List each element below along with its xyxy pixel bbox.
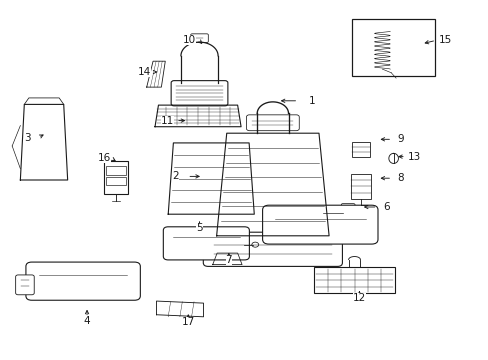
- Text: 3: 3: [24, 132, 31, 143]
- Text: 1: 1: [308, 96, 315, 106]
- Text: 14: 14: [137, 67, 151, 77]
- Text: 13: 13: [407, 152, 421, 162]
- Bar: [351, 19, 434, 76]
- FancyBboxPatch shape: [262, 205, 377, 244]
- Circle shape: [251, 242, 258, 247]
- Text: 16: 16: [97, 153, 111, 163]
- Bar: [105, 177, 126, 185]
- Text: 17: 17: [181, 317, 195, 327]
- Text: 11: 11: [160, 116, 174, 126]
- Text: 8: 8: [397, 173, 404, 183]
- FancyBboxPatch shape: [171, 81, 227, 106]
- Text: 10: 10: [183, 35, 196, 45]
- Text: 6: 6: [382, 202, 389, 212]
- FancyBboxPatch shape: [203, 232, 342, 266]
- Bar: [351, 142, 369, 157]
- FancyBboxPatch shape: [26, 262, 140, 300]
- Text: 9: 9: [397, 134, 404, 144]
- Text: 7: 7: [225, 255, 232, 265]
- Text: 4: 4: [83, 316, 90, 326]
- Text: 2: 2: [172, 171, 179, 181]
- FancyBboxPatch shape: [246, 115, 299, 131]
- Text: 12: 12: [352, 293, 366, 303]
- Bar: [105, 166, 126, 175]
- Bar: [103, 161, 128, 194]
- FancyBboxPatch shape: [163, 227, 249, 260]
- FancyBboxPatch shape: [341, 204, 354, 219]
- Bar: [350, 174, 370, 199]
- Text: 15: 15: [437, 35, 451, 45]
- Bar: [314, 267, 394, 293]
- FancyBboxPatch shape: [16, 275, 34, 295]
- FancyBboxPatch shape: [190, 34, 208, 42]
- Text: 5: 5: [196, 222, 203, 233]
